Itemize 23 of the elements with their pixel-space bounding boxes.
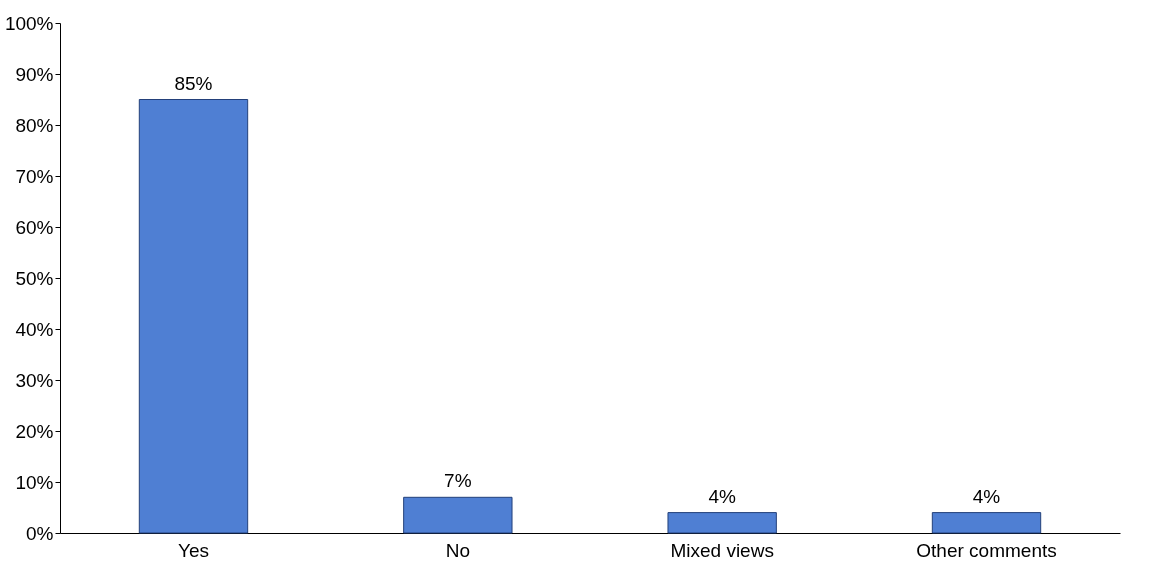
bar <box>403 496 513 534</box>
x-tick-label: Other comments <box>916 539 1057 561</box>
bar <box>667 512 777 534</box>
data-label: 4% <box>708 485 736 507</box>
y-tick-label: 90% <box>15 63 54 85</box>
y-tick-label: 10% <box>15 471 54 493</box>
y-tick-label: 100% <box>4 12 54 34</box>
x-tick-label: Mixed views <box>670 539 774 561</box>
x-tick-label: No <box>445 539 470 561</box>
y-tick-label: 20% <box>15 420 54 442</box>
data-label: 85% <box>174 72 213 94</box>
x-tick-label: Yes <box>177 539 209 561</box>
y-tick-label: 40% <box>15 318 54 340</box>
bar <box>931 512 1042 534</box>
data-label: 4% <box>972 485 1001 507</box>
y-tick-label: 50% <box>15 267 54 289</box>
y-tick-label: 0% <box>26 522 54 544</box>
y-tick-label: 60% <box>15 216 54 238</box>
y-tick-label: 70% <box>15 165 54 187</box>
y-tick-label: 30% <box>15 369 54 391</box>
y-tick-label: 80% <box>15 114 54 136</box>
bar <box>138 99 249 534</box>
data-label: 7% <box>444 470 472 492</box>
